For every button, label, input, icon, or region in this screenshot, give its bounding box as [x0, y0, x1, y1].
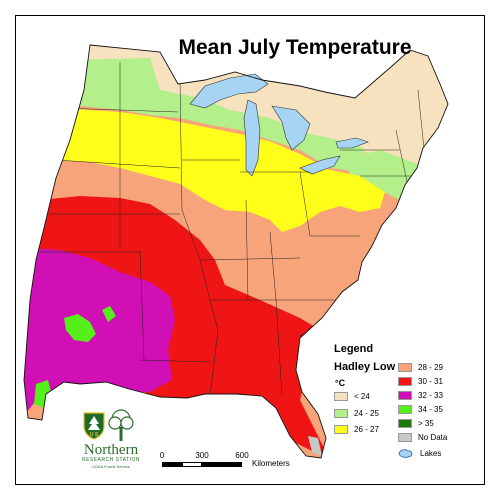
great-lakes [189, 73, 369, 177]
scale-tick-600: 600 [235, 451, 249, 460]
legend-swatch [398, 391, 412, 400]
scale-unit: Kilometers [252, 459, 290, 468]
lake-erie [299, 155, 341, 175]
lake-michigan [243, 99, 261, 177]
legend-title: Legend [334, 343, 374, 355]
northern-research-station-logo: Northern RESEARCH STATION USDA Forest Se… [76, 442, 146, 470]
zone-34-35 [64, 314, 96, 342]
lake-icon [398, 449, 413, 458]
zone-32-33 [24, 248, 175, 420]
legend-label: 28 - 29 [418, 363, 443, 372]
legend-item: 28 - 29 [398, 363, 443, 372]
legend-swatch [398, 433, 412, 442]
legend-swatch [398, 405, 412, 414]
legend-swatch [398, 363, 412, 372]
zone-26-27 [60, 108, 385, 232]
legend-swatch [334, 409, 348, 418]
scale-segment [162, 462, 182, 467]
country-outline [23, 44, 449, 459]
lake-superior [189, 73, 269, 109]
legend-item: 24 - 25 [334, 409, 379, 418]
legend-swatch [398, 377, 412, 386]
zone-no-data [308, 436, 322, 456]
legend-item: 30 - 31 [398, 377, 443, 386]
zone-30-31 [30, 196, 330, 458]
legend-swatch [398, 419, 412, 428]
legend-item: Lakes [398, 448, 441, 458]
legend-label: < 24 [354, 392, 370, 401]
logo-name: Northern [83, 442, 139, 458]
scale-bar: 0 300 600 Kilometers [150, 451, 300, 475]
scale-tick-300: 300 [195, 451, 209, 460]
legend-item: < 24 [334, 392, 370, 401]
legend-label: Lakes [420, 448, 442, 458]
state-boundaries [40, 62, 427, 397]
lake-huron [271, 105, 311, 151]
legend-item: 34 - 35 [398, 405, 443, 414]
scale-tick-0: 0 [159, 451, 165, 460]
legend: Legend Hadley Low °C < 24 24 - 25 26 - 2… [334, 343, 484, 463]
scale-segment [202, 462, 242, 467]
legend-item: 26 - 27 [334, 425, 379, 434]
legend-label: 24 - 25 [354, 409, 379, 418]
legend-label: 32 - 33 [418, 391, 443, 400]
legend-label: 30 - 31 [418, 377, 443, 386]
oak-tree-icon [108, 409, 134, 441]
lake-ontario [335, 137, 369, 149]
legend-item: > 35 [398, 419, 434, 428]
legend-item: 32 - 33 [398, 391, 443, 400]
legend-label: No Data [418, 433, 448, 442]
logo-station: RESEARCH STATION [81, 457, 141, 463]
logo-agency: USDA Forest Service [92, 464, 130, 469]
legend-unit: °C [335, 378, 346, 388]
legend-label: 26 - 27 [354, 425, 379, 434]
legend-subtitle: Hadley Low [334, 361, 396, 373]
zone-34-35-c [102, 306, 116, 322]
shield-text: U S [90, 432, 99, 438]
legend-swatch [334, 425, 348, 434]
legend-label: 34 - 35 [418, 405, 443, 414]
legend-item: No Data [398, 433, 447, 442]
forest-service-shield-icon: U S [83, 412, 105, 440]
legend-swatch [334, 392, 348, 401]
map-title: Mean July Temperature [178, 36, 412, 59]
legend-label: > 35 [418, 419, 434, 428]
scale-segment [182, 462, 202, 467]
